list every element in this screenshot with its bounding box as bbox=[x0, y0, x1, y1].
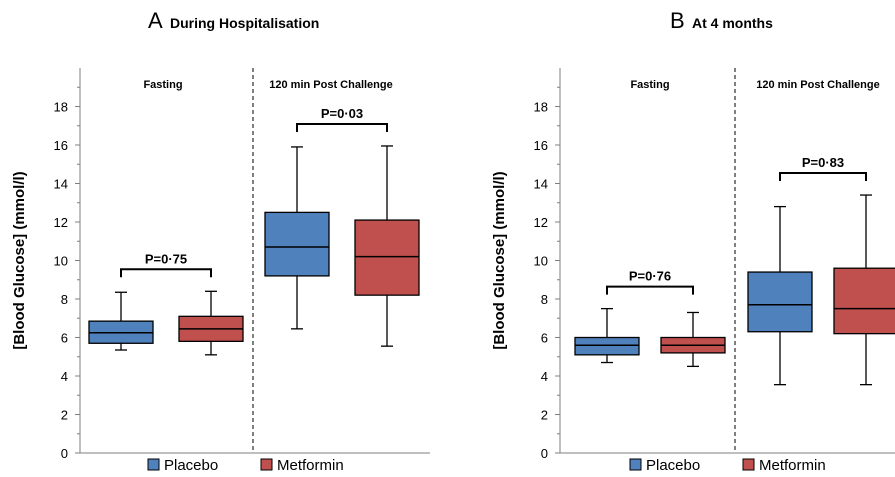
p-value-label: P=0·83 bbox=[802, 155, 844, 170]
panel-b: B At 4 months 0 2 4 6 8 10 12 14 16 18 [Blood Glucos… bbox=[491, 8, 895, 474]
significance-bracket bbox=[296, 122, 388, 132]
box-placebo bbox=[747, 205, 813, 386]
y-tick-label: 10 bbox=[534, 254, 548, 269]
legend-label-placebo: Placebo bbox=[164, 457, 218, 474]
y-tick-label: 14 bbox=[54, 177, 68, 192]
section-label: Fasting bbox=[630, 79, 669, 91]
y-tick-label: 16 bbox=[54, 138, 68, 153]
box-metformin bbox=[660, 311, 726, 368]
iqr-box bbox=[574, 336, 640, 356]
legend-label-metformin: Metformin bbox=[759, 457, 826, 474]
legend-swatch-placebo bbox=[629, 458, 642, 471]
significance-bracket bbox=[606, 285, 694, 295]
iqr-box bbox=[354, 219, 420, 296]
legend: Placebo Metformin bbox=[629, 457, 826, 474]
y-tick-label: 8 bbox=[541, 292, 548, 307]
y-tick-label: 6 bbox=[541, 331, 548, 346]
p-value-label: P=0·03 bbox=[321, 106, 363, 121]
legend-swatch-metformin bbox=[742, 458, 755, 471]
box-metformin bbox=[833, 194, 895, 386]
y-tick-label: 8 bbox=[61, 292, 68, 307]
y-tick-label: 18 bbox=[54, 100, 68, 115]
y-tick-label: 0 bbox=[61, 446, 68, 461]
y-tick-label: 6 bbox=[61, 331, 68, 346]
panel-a: A During Hospitalisation 0 2 4 6 8 10 12 14 16 18 [B… bbox=[11, 8, 430, 474]
legend-label-placebo: Placebo bbox=[646, 457, 700, 474]
box-metformin bbox=[354, 145, 420, 347]
y-tick-label: 2 bbox=[61, 408, 68, 423]
y-tick-label: 16 bbox=[534, 138, 548, 153]
y-tick-label: 4 bbox=[61, 369, 68, 384]
panel-title: During Hospitalisation bbox=[170, 15, 319, 31]
y-tick-label: 18 bbox=[534, 100, 548, 115]
iqr-box bbox=[747, 271, 813, 333]
y-tick-label: 12 bbox=[54, 215, 68, 230]
section-label: 120 min Post Challenge bbox=[269, 79, 392, 91]
y-tick-label: 0 bbox=[541, 446, 548, 461]
y-axis-label: [Blood Glucose] (mmol/l) bbox=[491, 171, 508, 349]
y-tick-label: 14 bbox=[534, 177, 548, 192]
section-label: 120 min Post Challenge bbox=[756, 79, 879, 91]
iqr-box bbox=[833, 267, 895, 335]
panel-title: At 4 months bbox=[692, 15, 773, 31]
panel-letter: B bbox=[670, 8, 685, 33]
y-tick-label: 12 bbox=[534, 215, 548, 230]
box-metformin bbox=[178, 290, 244, 356]
significance-bracket bbox=[120, 268, 212, 278]
significance-bracket bbox=[779, 172, 867, 182]
y-axis-label: [Blood Glucose] (mmol/l) bbox=[11, 171, 28, 349]
section-label: Fasting bbox=[143, 79, 182, 91]
y-tick-label: 10 bbox=[54, 254, 68, 269]
iqr-box bbox=[264, 211, 330, 277]
y-tick-label: 4 bbox=[541, 369, 548, 384]
legend-swatch-metformin bbox=[260, 458, 273, 471]
box-placebo bbox=[88, 291, 154, 351]
y-tick-label: 2 bbox=[541, 408, 548, 423]
box-placebo bbox=[264, 146, 330, 330]
box-placebo bbox=[574, 307, 640, 364]
legend: Placebo Metformin bbox=[147, 457, 344, 474]
legend-swatch-placebo bbox=[147, 458, 160, 471]
panel-letter: A bbox=[148, 8, 163, 33]
legend-label-metformin: Metformin bbox=[277, 457, 344, 474]
p-value-label: P=0·75 bbox=[145, 251, 187, 266]
p-value-label: P=0·76 bbox=[629, 269, 671, 284]
